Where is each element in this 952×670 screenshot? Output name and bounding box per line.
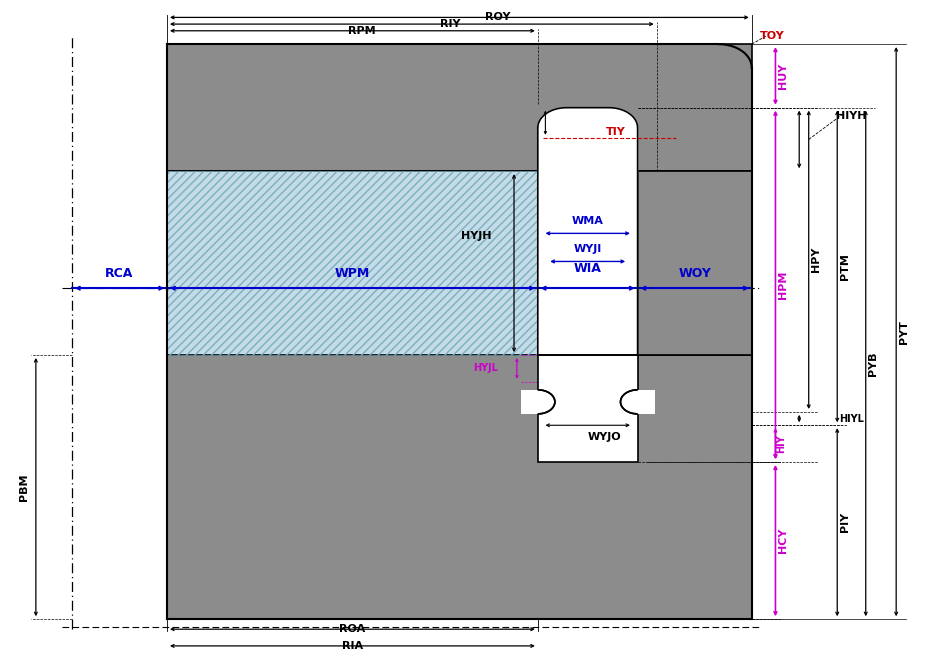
Text: PTM: PTM [840, 253, 850, 280]
Text: HYJL: HYJL [473, 363, 498, 373]
Text: WIA: WIA [574, 262, 602, 275]
Text: PBM: PBM [19, 474, 30, 501]
Bar [167, 44, 752, 172]
Text: TIY: TIY [606, 127, 626, 137]
Bar [638, 172, 752, 355]
Text: PYB: PYB [868, 351, 879, 376]
Text: HPM: HPM [778, 271, 788, 299]
Text: PIY: PIY [840, 512, 850, 532]
Text: PYT: PYT [899, 320, 909, 344]
Bar [167, 355, 752, 619]
Text: HCY: HCY [778, 528, 788, 553]
Bar [167, 172, 538, 355]
Bar [167, 172, 538, 355]
Text: RIY: RIY [440, 19, 460, 29]
Text: HIYH: HIYH [836, 111, 866, 121]
Bar [521, 390, 540, 414]
Text: RPM: RPM [348, 25, 376, 36]
Text: RIA: RIA [342, 641, 363, 651]
Text: WYJO: WYJO [588, 432, 622, 442]
Text: HIY: HIY [776, 434, 786, 453]
Text: ROA: ROA [339, 624, 366, 634]
Text: WOY: WOY [678, 267, 711, 280]
Text: HYJH: HYJH [461, 231, 491, 241]
Text: WMA: WMA [572, 216, 604, 226]
Bar [538, 355, 638, 462]
Text: HUY: HUY [778, 63, 788, 89]
Text: WYJI: WYJI [573, 245, 602, 255]
Bar [636, 390, 655, 414]
Text: TOY: TOY [761, 31, 785, 41]
Text: WPM: WPM [335, 267, 370, 280]
Text: RCA: RCA [106, 267, 133, 280]
Polygon shape [538, 108, 638, 355]
Text: HPY: HPY [811, 247, 822, 273]
Text: ROY: ROY [485, 13, 510, 22]
Text: HIYL: HIYL [839, 413, 863, 423]
